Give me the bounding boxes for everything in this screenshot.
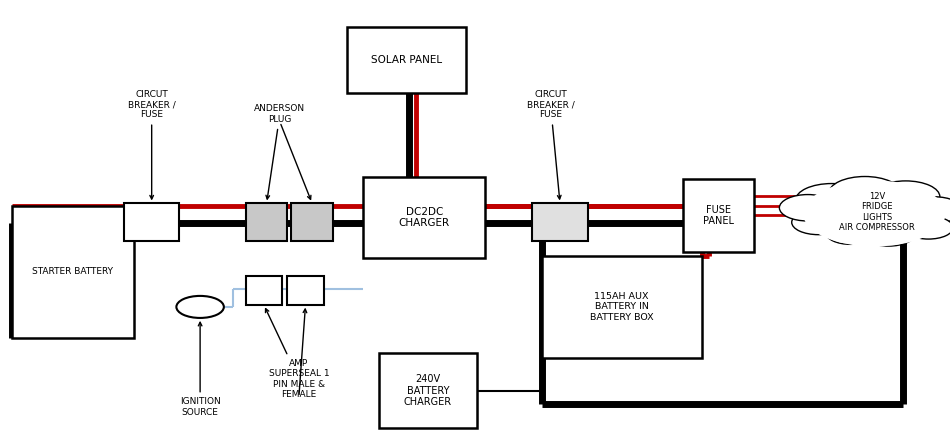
Circle shape	[176, 296, 223, 318]
FancyBboxPatch shape	[683, 179, 754, 252]
Text: 115AH AUX
BATTERY IN
BATTERY BOX: 115AH AUX BATTERY IN BATTERY BOX	[590, 292, 653, 322]
Text: FUSE
PANEL: FUSE PANEL	[703, 205, 733, 226]
Text: ANDERSON
PLUG: ANDERSON PLUG	[254, 104, 305, 199]
Text: CIRCUT
BREAKER /
FUSE: CIRCUT BREAKER / FUSE	[127, 90, 176, 199]
FancyBboxPatch shape	[347, 27, 466, 93]
FancyBboxPatch shape	[125, 203, 179, 241]
FancyBboxPatch shape	[533, 203, 588, 241]
FancyBboxPatch shape	[363, 177, 485, 259]
FancyBboxPatch shape	[245, 203, 287, 241]
Text: STARTER BATTERY: STARTER BATTERY	[32, 267, 113, 276]
FancyBboxPatch shape	[287, 276, 323, 305]
Text: CIRCUT
BREAKER /
FUSE: CIRCUT BREAKER / FUSE	[527, 90, 574, 199]
Text: 240V
BATTERY
CHARGER: 240V BATTERY CHARGER	[404, 374, 452, 407]
Text: IGNITION
SOURCE: IGNITION SOURCE	[180, 322, 221, 417]
Circle shape	[803, 180, 945, 247]
Text: DC2DC
CHARGER: DC2DC CHARGER	[398, 207, 450, 229]
Circle shape	[862, 221, 915, 246]
FancyBboxPatch shape	[542, 256, 702, 358]
FancyBboxPatch shape	[378, 353, 477, 428]
Circle shape	[871, 181, 940, 213]
Circle shape	[780, 194, 836, 221]
Circle shape	[828, 176, 901, 210]
Circle shape	[905, 197, 951, 223]
FancyBboxPatch shape	[245, 276, 281, 305]
Text: 12V
FRIDGE
LIGHTS
AIR COMPRESSOR: 12V FRIDGE LIGHTS AIR COMPRESSOR	[840, 192, 915, 232]
Circle shape	[796, 183, 867, 217]
FancyBboxPatch shape	[291, 203, 333, 241]
Circle shape	[825, 221, 875, 244]
Circle shape	[792, 210, 844, 235]
Text: SOLAR PANEL: SOLAR PANEL	[371, 55, 442, 65]
FancyBboxPatch shape	[12, 206, 134, 338]
Circle shape	[903, 216, 951, 239]
Text: AMP
SUPERSEAL 1
PIN MALE &
FEMALE: AMP SUPERSEAL 1 PIN MALE & FEMALE	[265, 309, 329, 399]
